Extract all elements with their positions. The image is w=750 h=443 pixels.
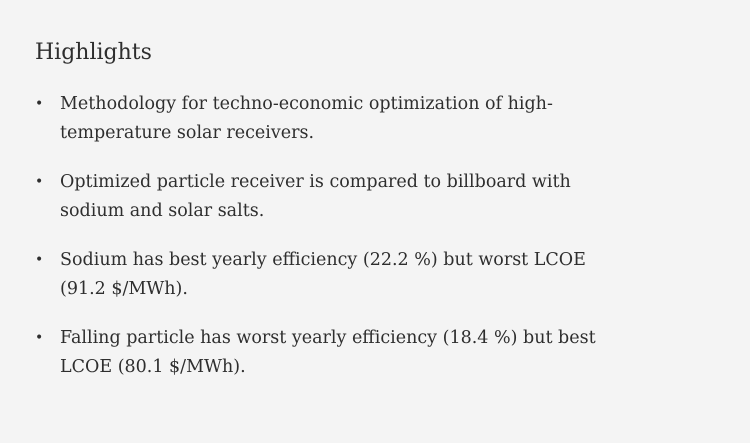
- list-item-text: Methodology for techno-economic optimiza…: [60, 94, 553, 143]
- highlights-title: Highlights: [35, 40, 152, 65]
- list-item: • Methodology for techno-economic optimi…: [35, 90, 625, 148]
- list-item-text: Sodium has best yearly efficiency (22.2 …: [60, 250, 586, 299]
- highlights-list: • Methodology for techno-economic optimi…: [35, 90, 750, 382]
- bullet-icon: •: [35, 330, 44, 346]
- bullet-icon: •: [35, 252, 44, 268]
- bullet-icon: •: [35, 174, 44, 190]
- list-item: • Falling particle has worst yearly effi…: [35, 324, 625, 382]
- list-item-text: Falling particle has worst yearly effici…: [60, 328, 596, 377]
- bullet-icon: •: [35, 96, 44, 112]
- list-item: • Optimized particle receiver is compare…: [35, 168, 625, 226]
- list-item: • Sodium has best yearly efficiency (22.…: [35, 246, 625, 304]
- list-item-text: Optimized particle receiver is compared …: [60, 172, 571, 221]
